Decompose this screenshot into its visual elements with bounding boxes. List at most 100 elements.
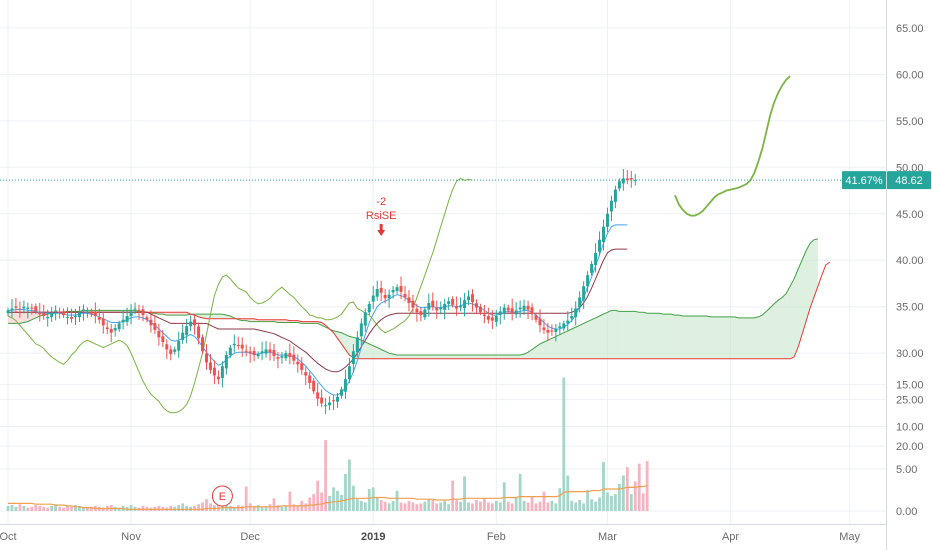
volume-bar xyxy=(542,491,546,511)
volume-bar xyxy=(18,504,22,511)
candle-body xyxy=(355,337,359,353)
candle-body xyxy=(197,326,201,339)
cloud-segment xyxy=(397,355,402,359)
cloud-segment xyxy=(635,311,640,359)
candle-body xyxy=(542,327,546,330)
cloud-segment xyxy=(214,314,219,319)
volume-bar xyxy=(502,482,506,511)
volume-bar xyxy=(260,506,264,511)
candle-body xyxy=(621,178,625,184)
volume-bar xyxy=(344,473,347,511)
volume-bar xyxy=(530,496,534,511)
candle-body xyxy=(113,328,117,331)
candle-body xyxy=(205,353,208,363)
cloud-segment xyxy=(607,310,612,359)
candle-body xyxy=(554,329,558,332)
volume-bar xyxy=(602,462,605,511)
candle-body xyxy=(70,316,74,319)
cloud-segment xyxy=(480,355,485,359)
signal-annotation: -2 RsiSE xyxy=(366,196,396,236)
volume-bar xyxy=(332,487,335,511)
last-price-label: 48.62 xyxy=(895,175,923,187)
candle-body xyxy=(177,341,181,351)
volume-bar xyxy=(486,502,490,511)
volume-bar xyxy=(578,500,582,511)
volume-bar xyxy=(598,497,601,511)
volume-bar xyxy=(399,502,403,511)
candle-body xyxy=(478,306,482,313)
candle-body xyxy=(50,313,54,317)
volume-bar xyxy=(498,502,502,511)
candle-body xyxy=(14,306,18,308)
volume-bar xyxy=(46,507,50,511)
volume-bar xyxy=(574,502,578,511)
volume-bar xyxy=(479,501,482,511)
volume-bar xyxy=(617,483,621,511)
candle-body xyxy=(590,263,594,273)
volume-bar xyxy=(141,505,145,511)
candle-body xyxy=(208,362,212,370)
cloud-segment xyxy=(464,355,469,359)
candle-body xyxy=(415,308,419,313)
candle-body xyxy=(498,311,502,315)
candle-body xyxy=(455,305,459,309)
volume-bar xyxy=(526,502,530,511)
volume-bar xyxy=(475,500,478,511)
volume-bar xyxy=(606,492,609,511)
cloud-segment xyxy=(611,310,616,359)
earnings-label: E xyxy=(219,491,226,503)
price-axis[interactable]: 65.0060.0055.0050.0045.0040.0035.0030.00… xyxy=(886,0,924,550)
candle-body xyxy=(574,308,578,318)
volume-bar xyxy=(427,499,431,511)
cloud-segment xyxy=(599,314,604,359)
cloud-segment xyxy=(460,355,465,359)
candle-body xyxy=(546,329,550,333)
candle-body xyxy=(609,200,613,212)
price-tick-label: 60.00 xyxy=(896,69,924,81)
cloud-segment xyxy=(218,314,223,319)
volume-bar xyxy=(522,500,526,511)
cloud-segment xyxy=(794,269,799,357)
candle-body xyxy=(486,316,490,320)
cloud-segment xyxy=(512,355,517,359)
candle-body xyxy=(308,375,312,383)
volume-tick-label: 0.00 xyxy=(896,506,917,518)
candle-body xyxy=(514,310,518,315)
cloud-segment xyxy=(488,355,493,359)
volume-bar xyxy=(637,463,641,511)
cloud-segment xyxy=(472,355,477,359)
cloud-segment xyxy=(587,319,592,359)
earnings-circle[interactable] xyxy=(211,485,233,507)
time-axis[interactable]: Oct Nov Dec 2019 Feb Mar Apr May xyxy=(0,524,886,544)
candle-body xyxy=(30,307,34,309)
candle-body xyxy=(435,307,439,311)
volume-bar xyxy=(625,467,629,511)
cloud-segment xyxy=(750,317,755,359)
candle-body xyxy=(137,309,141,311)
cloud-segment xyxy=(532,346,537,359)
cloud-segment xyxy=(674,315,679,359)
cloud-segment xyxy=(718,316,723,359)
volume-bar xyxy=(78,505,81,511)
cloud-segment xyxy=(440,355,445,359)
volume-bar xyxy=(546,502,550,511)
volume-bar xyxy=(383,501,387,511)
volume-bar xyxy=(276,505,280,511)
volume-bar xyxy=(38,505,42,511)
cloud-segment xyxy=(508,355,513,359)
volume-bar xyxy=(490,503,494,511)
cloud-segment xyxy=(416,355,421,359)
volume-bar xyxy=(411,502,415,511)
candle-body xyxy=(73,316,77,317)
candle-body xyxy=(570,316,574,319)
candle-body xyxy=(296,361,300,365)
volume-bar xyxy=(228,505,232,511)
volume-bar xyxy=(205,499,208,511)
earnings-marker[interactable]: E xyxy=(211,485,233,507)
volume-bar xyxy=(42,506,46,511)
candle-body xyxy=(22,306,26,309)
candle-body xyxy=(320,397,324,404)
candle-body xyxy=(387,294,391,299)
volume-bar xyxy=(566,475,570,511)
